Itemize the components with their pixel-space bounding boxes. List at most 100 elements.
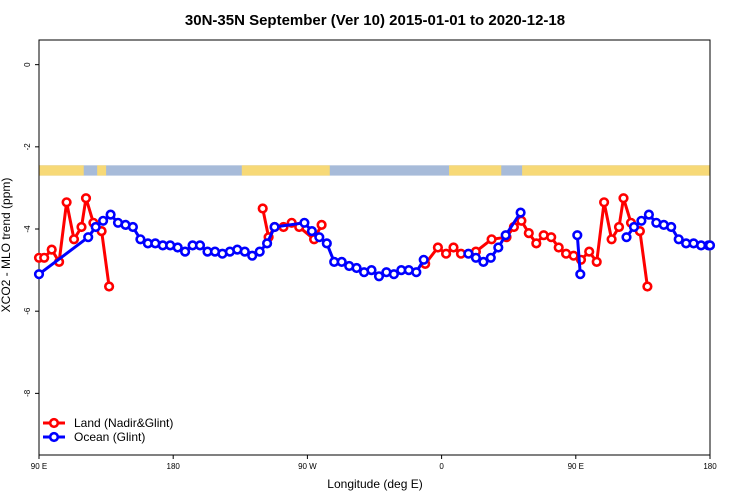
legend-item-land: Land (Nadir&Glint) — [43, 416, 173, 430]
series-0-point-11 — [257, 203, 268, 214]
series-1-point-25 — [262, 238, 273, 249]
series-0-point-20 — [432, 242, 444, 253]
series-1-point-3 — [97, 215, 109, 226]
series-0-point-10 — [103, 281, 115, 292]
series-1-point-7 — [127, 221, 138, 233]
series-1-point-36 — [366, 265, 377, 276]
y-tick-label-2: -4 — [23, 225, 32, 233]
legend-label-land: Land (Nadir&Glint) — [74, 416, 173, 430]
series-1-point-26 — [269, 221, 280, 233]
series-0-point-21 — [441, 248, 452, 259]
x-tick-label-2: 90 W — [298, 462, 317, 471]
series-1-point-59 — [666, 221, 677, 233]
y-tick-label-0: 0 — [23, 62, 32, 67]
series-1-point-44 — [463, 248, 474, 259]
series-1-point-23 — [247, 250, 258, 261]
series-0-point-32 — [546, 232, 557, 243]
series-1-point-2 — [90, 221, 101, 233]
x-tick-label-4: 90 E — [568, 462, 584, 471]
y-axis: 0 -2 -4 -6 -8 — [23, 62, 39, 397]
series-1-point-45 — [470, 252, 482, 263]
series-1-point-53 — [621, 232, 632, 243]
series-0-point-22 — [448, 242, 459, 253]
series-0-point-1 — [39, 252, 50, 263]
series-1-point-32 — [336, 256, 347, 268]
series-1-point-28 — [306, 226, 318, 237]
series-0-point-25 — [486, 234, 497, 245]
series-1-point-22 — [239, 246, 250, 257]
series-1-point-55 — [636, 215, 647, 226]
series-1-point-65 — [704, 240, 716, 251]
series-0-point-39 — [598, 197, 610, 208]
series-1-point-14 — [180, 246, 191, 257]
series-0-point-37 — [584, 246, 595, 257]
land-band-1 — [97, 165, 107, 176]
series-1-point-4 — [105, 209, 116, 220]
chart-title: 30N-35N September (Ver 10) 2015-01-01 to… — [185, 12, 565, 29]
series-1-point-56 — [643, 209, 655, 220]
series-1-point-37 — [373, 271, 385, 282]
series-1-line-2 — [575, 235, 582, 275]
x-tick-label-0: 90 E — [31, 462, 47, 471]
series-1-point-24 — [254, 246, 265, 257]
plot-area — [33, 39, 716, 456]
land-ocean-strip — [39, 165, 710, 176]
series-0-point-40 — [606, 234, 617, 245]
plot-frame — [38, 39, 711, 456]
series-1 — [33, 207, 716, 282]
series-0-point-7 — [80, 193, 92, 204]
series-0-point-2 — [46, 244, 57, 255]
series-1-point-13 — [172, 242, 183, 253]
series-1-point-54 — [628, 221, 640, 233]
series-1-point-30 — [321, 238, 332, 249]
series-1-point-8 — [135, 234, 146, 245]
land-band-3 — [449, 165, 502, 176]
x-tick-label-3: 0 — [439, 462, 444, 471]
series-1-point-51 — [572, 230, 583, 241]
series-0-point-5 — [68, 234, 80, 245]
legend-item-ocean: Ocean (Glint) — [43, 430, 145, 444]
series-0-point-4 — [61, 197, 72, 208]
series-1-point-60 — [673, 234, 684, 245]
legend-marker-land — [48, 417, 60, 429]
series-0-point-45 — [642, 281, 653, 292]
series-1-point-27 — [299, 217, 310, 228]
series-1-point-47 — [485, 252, 496, 263]
y-tick-label-1: -2 — [23, 143, 32, 151]
ocean-band — [39, 165, 710, 176]
series-0-point-6 — [76, 221, 87, 233]
series-1-point-50 — [515, 207, 526, 218]
series-1-point-1 — [83, 232, 94, 243]
series-1-point-49 — [500, 230, 511, 241]
legend: Land (Nadir&Glint) Ocean (Glint) — [43, 416, 173, 444]
series-0-point-42 — [618, 193, 629, 204]
series-1-point-42 — [411, 267, 422, 278]
series-1-point-39 — [388, 269, 400, 280]
y-tick-label-4: -8 — [23, 389, 32, 397]
series-1-point-0 — [33, 269, 45, 280]
series-0-point-18 — [316, 219, 327, 230]
series-1-point-34 — [351, 262, 362, 274]
y-tick-label-3: -6 — [23, 307, 32, 315]
series-1-point-16 — [194, 240, 206, 251]
series-0-point-29 — [523, 228, 534, 239]
x-tick-label-1: 180 — [167, 462, 181, 471]
land-band-0 — [39, 165, 84, 176]
legend-marker-ocean — [48, 431, 60, 443]
series-1-point-52 — [575, 269, 586, 280]
series-layer — [33, 193, 716, 292]
series-0-point-30 — [531, 238, 542, 249]
series-0-point-33 — [553, 242, 564, 253]
series-1-point-29 — [314, 232, 325, 243]
legend-label-ocean: Ocean (Glint) — [74, 430, 145, 444]
series-0-point-38 — [591, 256, 602, 268]
series-1-point-46 — [478, 256, 489, 268]
x-axis: 90 E 180 90 W 0 90 E 180 — [31, 455, 717, 471]
y-axis-label: XCO2 - MLO trend (ppm) — [0, 178, 13, 313]
series-1-point-43 — [418, 254, 429, 265]
x-axis-label: Longitude (deg E) — [327, 477, 422, 491]
land-band-2 — [241, 165, 330, 176]
land-band-4 — [522, 165, 710, 176]
series-1-point-48 — [493, 242, 504, 253]
